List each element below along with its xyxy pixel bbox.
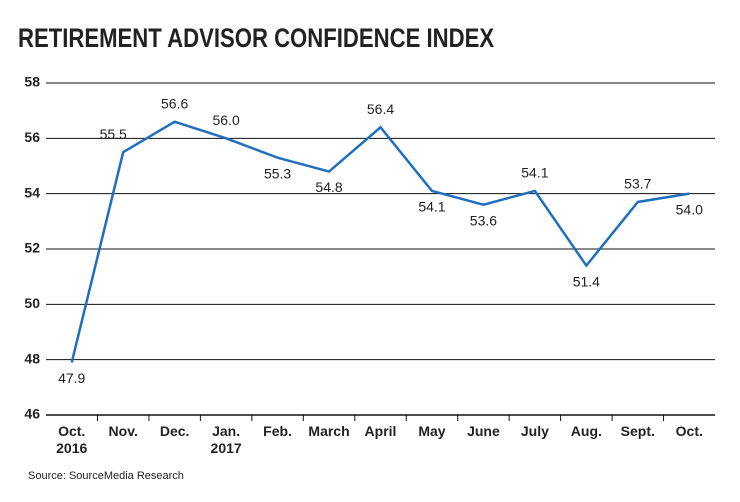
x-tick-label: Dec. xyxy=(159,423,190,439)
x-tick-label: Nov. xyxy=(108,423,138,439)
y-tick-label: 48 xyxy=(24,350,40,366)
value-label: 53.7 xyxy=(624,176,651,192)
x-tick-label: June xyxy=(467,423,500,439)
x-tick-label: May xyxy=(418,423,446,439)
y-tick-label: 52 xyxy=(24,240,40,256)
x-tick-label: Feb. xyxy=(263,423,292,439)
y-tick-label: 54 xyxy=(24,184,40,200)
value-label: 54.1 xyxy=(418,199,445,215)
chart-title: RETIREMENT ADVISOR CONFIDENCE INDEX xyxy=(18,24,495,54)
x-tick-label: July xyxy=(520,423,549,439)
value-label: 54.0 xyxy=(676,201,703,217)
value-label: 54.8 xyxy=(315,179,342,195)
line xyxy=(70,120,690,363)
x-tick-label: March xyxy=(308,423,350,439)
value-label: 53.6 xyxy=(470,212,497,228)
x-tick-label: Aug. xyxy=(570,423,602,439)
y-tick-label: 50 xyxy=(24,295,40,311)
value-label: 54.1 xyxy=(521,165,548,181)
value-label: 56.0 xyxy=(212,112,239,128)
y-tick-label: 46 xyxy=(24,406,40,422)
value-label: 51.4 xyxy=(573,273,600,289)
source: Source: SourceMedia Research xyxy=(28,470,184,482)
value-label: 47.9 xyxy=(58,370,85,386)
x-tick-label: Jan. 2017 xyxy=(210,423,242,456)
y-tick-label: 58 xyxy=(24,74,40,90)
x-tick-label: Sept. xyxy=(620,423,655,439)
y-tick-label: 56 xyxy=(24,129,40,145)
value-label: 56.6 xyxy=(161,95,188,111)
x-tick-label: April xyxy=(364,423,397,439)
value-label: 55.3 xyxy=(264,165,291,181)
value-label: 56.4 xyxy=(367,101,394,117)
x-tick-label: Oct. xyxy=(675,423,703,439)
value-label: 55.5 xyxy=(100,126,127,142)
x-tick-label: Oct. 2016 xyxy=(56,423,88,456)
